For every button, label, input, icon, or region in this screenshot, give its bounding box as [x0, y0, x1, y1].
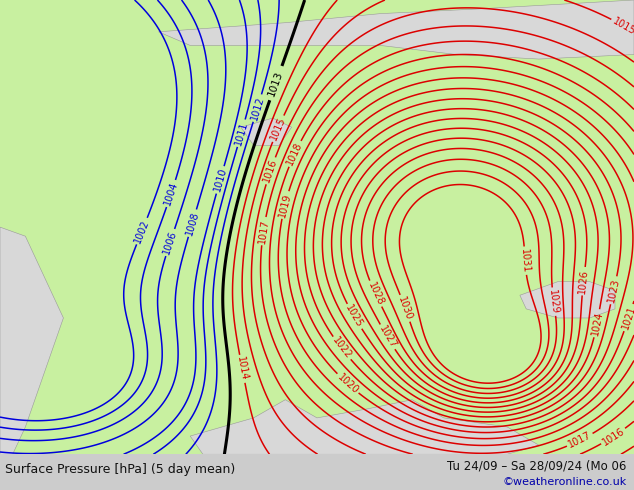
Text: 1017: 1017: [257, 218, 270, 244]
Text: 1017: 1017: [567, 430, 593, 450]
Text: 1004: 1004: [162, 180, 179, 207]
Text: 1022: 1022: [330, 335, 353, 361]
Polygon shape: [241, 118, 292, 146]
Text: 1019: 1019: [277, 192, 293, 218]
Text: 1010: 1010: [212, 167, 228, 193]
Text: 1031: 1031: [519, 248, 531, 273]
Text: 1030: 1030: [396, 295, 414, 321]
Text: 1011: 1011: [233, 120, 250, 147]
Text: Surface Pressure [hPa] (5 day mean): Surface Pressure [hPa] (5 day mean): [5, 463, 235, 476]
Text: 1015: 1015: [269, 115, 287, 142]
Polygon shape: [0, 227, 63, 454]
Text: ©weatheronline.co.uk: ©weatheronline.co.uk: [502, 477, 626, 487]
Text: 1015: 1015: [611, 16, 634, 37]
Text: Tu 24/09 – Sa 28/09/24 (Mo 06: Tu 24/09 – Sa 28/09/24 (Mo 06: [447, 459, 626, 472]
Text: 1002: 1002: [133, 218, 151, 245]
Text: 1028: 1028: [366, 280, 385, 307]
Text: 1020: 1020: [335, 372, 360, 395]
Text: 1006: 1006: [162, 229, 179, 256]
Text: 1014: 1014: [235, 356, 249, 382]
Text: 1018: 1018: [285, 141, 304, 167]
Text: 1016: 1016: [262, 158, 279, 184]
Text: 1008: 1008: [184, 210, 200, 236]
Polygon shape: [520, 282, 615, 318]
Text: 1025: 1025: [344, 303, 365, 330]
Text: 1013: 1013: [267, 69, 285, 97]
Text: 1012: 1012: [249, 95, 266, 122]
Text: 1029: 1029: [547, 289, 560, 315]
Text: 1026: 1026: [578, 269, 590, 294]
Text: 1024: 1024: [590, 310, 604, 336]
Polygon shape: [190, 400, 539, 454]
Text: 1023: 1023: [606, 277, 621, 303]
Text: 1016: 1016: [600, 425, 626, 447]
Text: 1021: 1021: [620, 304, 634, 331]
Polygon shape: [158, 0, 634, 59]
Text: 1027: 1027: [377, 324, 398, 350]
